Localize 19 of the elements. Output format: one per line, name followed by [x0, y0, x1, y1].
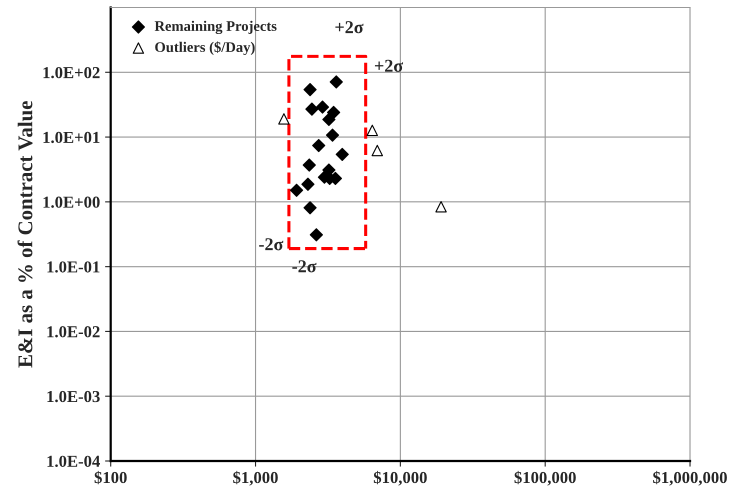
y-axis-title: E&I as a % of Contract Value	[18, 101, 32, 368]
y-tick-label: 1.0E-02	[47, 326, 100, 338]
legend-label: Outliers ($/Day)	[155, 41, 255, 56]
y-tick-label: 1.0E+01	[44, 132, 100, 144]
annotation: +2σ	[374, 60, 404, 72]
y-tick-label: 1.0E+02	[44, 66, 100, 78]
x-tick-label: $1,000	[233, 470, 278, 486]
y-tick-label: 1.0E-03	[47, 390, 100, 402]
y-tick-label: 1.0E-01	[47, 261, 100, 273]
annotation: +2σ	[335, 21, 364, 34]
x-tick-label: $100	[94, 470, 127, 484]
y-tick-label: 1.0E-04	[47, 456, 100, 468]
x-tick-label: $10,000	[374, 470, 427, 486]
legend-label: Remaining Projects	[154, 20, 277, 34]
x-tick-label: $100,000	[514, 470, 576, 486]
x-tick-label: $1,000,000	[653, 470, 727, 486]
annotation: -2σ	[259, 238, 284, 250]
annotation: -2σ	[292, 260, 316, 272]
y-tick-label: 1.0E+00	[44, 196, 100, 208]
